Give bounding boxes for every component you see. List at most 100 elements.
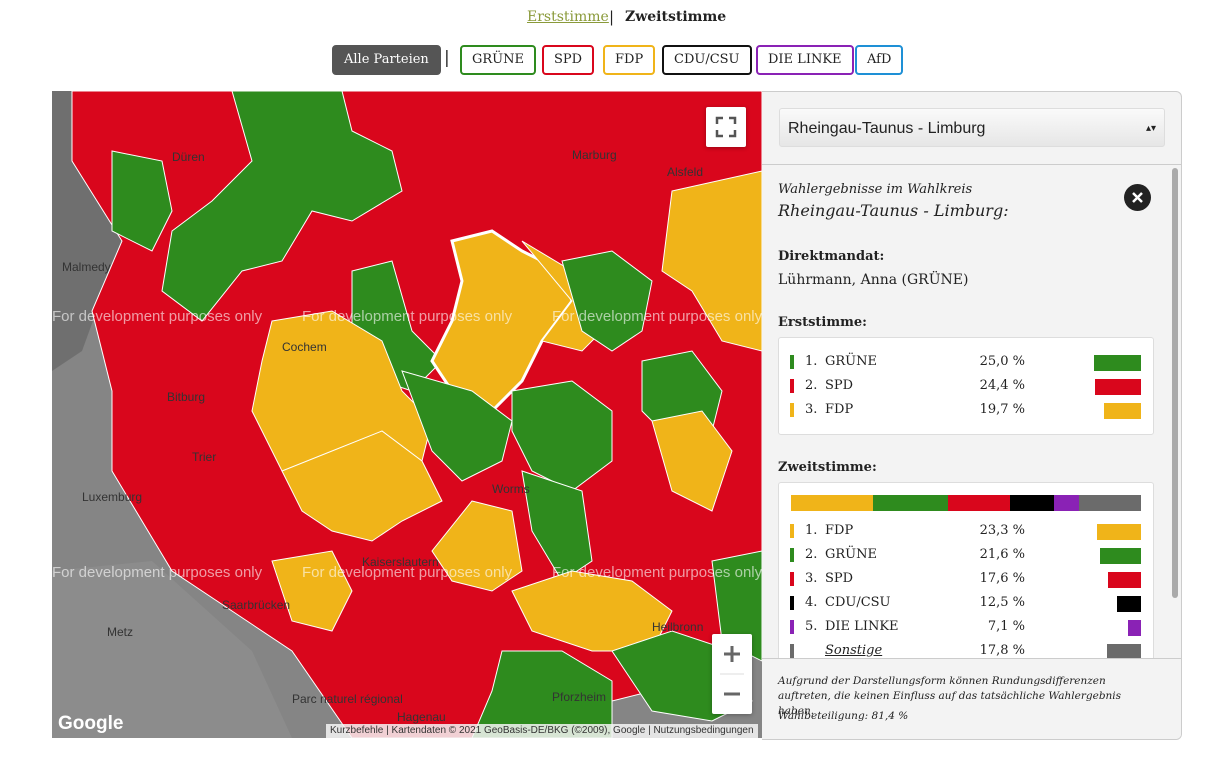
- party: GRÜNE: [825, 547, 877, 562]
- party-filter[interactable]: CDU/CSU: [662, 45, 752, 75]
- shortcuts[interactable]: Kurzbefehle: [330, 725, 384, 736]
- erst-heading: Erststimme:: [778, 315, 867, 330]
- zoom-controls: [712, 634, 752, 714]
- terrain: [52, 561, 292, 738]
- scrollbar[interactable]: [1172, 168, 1178, 598]
- result-row: 1. FDP 23,3 %: [779, 519, 1153, 543]
- district-select[interactable]: Rheingau-Taunus - Limburg ▴▾: [779, 108, 1165, 147]
- close-button[interactable]: [1124, 184, 1151, 211]
- percent: 17,8 %: [979, 643, 1025, 658]
- zweit-box: 1. FDP 23,3 % 2. GRÜNE 21,6 % 3. SPD 17,6 % 4. CDU…: [778, 482, 1154, 664]
- party-filter[interactable]: Alle Parteien: [332, 45, 441, 75]
- rank: 4.: [805, 595, 818, 610]
- percent: 25,0 %: [979, 354, 1025, 369]
- result-row: 4. CDU/CSU 12,5 %: [779, 591, 1153, 615]
- fullscreen-button[interactable]: [706, 107, 746, 147]
- rank: 5.: [805, 619, 818, 634]
- map-data: Kartendaten © 2021 GeoBasis-DE/BKG (©200…: [391, 725, 646, 736]
- map[interactable]: Düren Marburg Malmedy Bitburg Trier Luxemburg…: [52, 91, 762, 738]
- region: [111, 150, 173, 252]
- bar: [1096, 524, 1141, 540]
- party-filter[interactable]: AfD: [855, 45, 904, 75]
- party: DIE LINKE: [825, 619, 899, 634]
- bar: [1103, 403, 1141, 419]
- stacked-segment: [872, 495, 949, 511]
- party-filter[interactable]: DIE LINKE: [756, 45, 854, 75]
- party-marker: [790, 355, 794, 369]
- tab-active[interactable]: Zweitstimme: [625, 9, 727, 25]
- rank: 3.: [805, 571, 818, 586]
- rank: 1.: [805, 354, 818, 369]
- bar: [1093, 355, 1141, 371]
- place-label: Alsfeld: [667, 165, 703, 179]
- watermark: For development purposes only: [52, 308, 263, 325]
- rank: 2.: [805, 378, 818, 393]
- region: [511, 380, 613, 492]
- party: FDP: [825, 523, 854, 538]
- footer: Aufgrund der Darstellungsform können Run…: [762, 658, 1181, 739]
- party[interactable]: Sonstige: [825, 643, 883, 658]
- place-label: Kaiserslautern: [362, 555, 439, 569]
- attribution: Kurzbefehle | Kartendaten © 2021 GeoBasi…: [326, 724, 758, 738]
- direct-candidate: Lührmann, Anna (GRÜNE): [778, 272, 969, 288]
- footnote: Aufgrund der Darstellungsform können Run…: [778, 675, 1122, 717]
- result-row: 3. SPD 17,6 %: [779, 567, 1153, 591]
- watermark: For development purposes only: [302, 564, 513, 581]
- percent: 17,6 %: [979, 571, 1025, 586]
- region: [281, 430, 443, 542]
- place-label: Hagenau: [397, 710, 446, 724]
- stacked-segment: [948, 495, 1010, 511]
- region: [711, 550, 762, 662]
- district-name: Rheingau-Taunus - Limburg:: [778, 201, 1009, 220]
- party-marker: [790, 379, 794, 393]
- google-logo: Google: [58, 713, 124, 734]
- terms[interactable]: Nutzungsbedingungen: [653, 725, 754, 736]
- result-row: 5. DIE LINKE 7,1 %: [779, 615, 1153, 639]
- percent: 7,1 %: [987, 619, 1025, 634]
- percent: 12,5 %: [979, 595, 1025, 610]
- party: SPD: [825, 571, 854, 586]
- party-marker: [790, 524, 794, 538]
- select-arrow: ▴▾: [1145, 123, 1156, 134]
- region: [521, 470, 593, 582]
- tab[interactable]: Erststimme: [527, 9, 609, 25]
- party-marker: [790, 548, 794, 562]
- place-label: Düren: [172, 150, 205, 164]
- stacked-segment: [1078, 495, 1141, 511]
- region: [471, 650, 613, 738]
- party-marker: [790, 620, 794, 634]
- bar: [1099, 548, 1141, 564]
- watermark: For development purposes only: [52, 564, 263, 581]
- region: [431, 500, 523, 592]
- stacked-segment: [1053, 495, 1079, 511]
- turnout: Wahlbeteiligung: 81,4 %: [778, 710, 909, 722]
- place-label: Luxemburg: [82, 490, 142, 504]
- watermark: For development purposes only: [302, 308, 513, 325]
- divider: [762, 164, 1181, 165]
- watermark: For development purposes only: [552, 564, 762, 581]
- result-row: 3. FDP 19,7 %: [779, 398, 1153, 422]
- place-label: Pforzheim: [552, 690, 606, 704]
- stacked-segment: [791, 495, 873, 511]
- place-label: Saarbrücken: [222, 598, 290, 612]
- party: GRÜNE: [825, 354, 877, 369]
- place-label: Bitburg: [167, 390, 205, 404]
- bar: [1107, 572, 1141, 588]
- rank: 3.: [805, 402, 818, 417]
- place-label: Parc naturel régional: [292, 692, 403, 706]
- region: [401, 370, 513, 482]
- party-filter[interactable]: SPD: [542, 45, 595, 75]
- result-row: Sonstige 17,8 %: [779, 639, 1153, 663]
- region: [161, 91, 403, 322]
- region: [651, 410, 733, 512]
- region-selected: [430, 229, 574, 413]
- party-filter[interactable]: GRÜNE: [460, 45, 536, 75]
- zoom-in[interactable]: [724, 646, 740, 662]
- region: [561, 250, 653, 352]
- party-filter[interactable]: FDP: [603, 45, 656, 75]
- separator: |: [444, 48, 450, 68]
- region: [271, 550, 353, 632]
- party-marker: [790, 596, 794, 610]
- place-label: Worms: [492, 482, 530, 496]
